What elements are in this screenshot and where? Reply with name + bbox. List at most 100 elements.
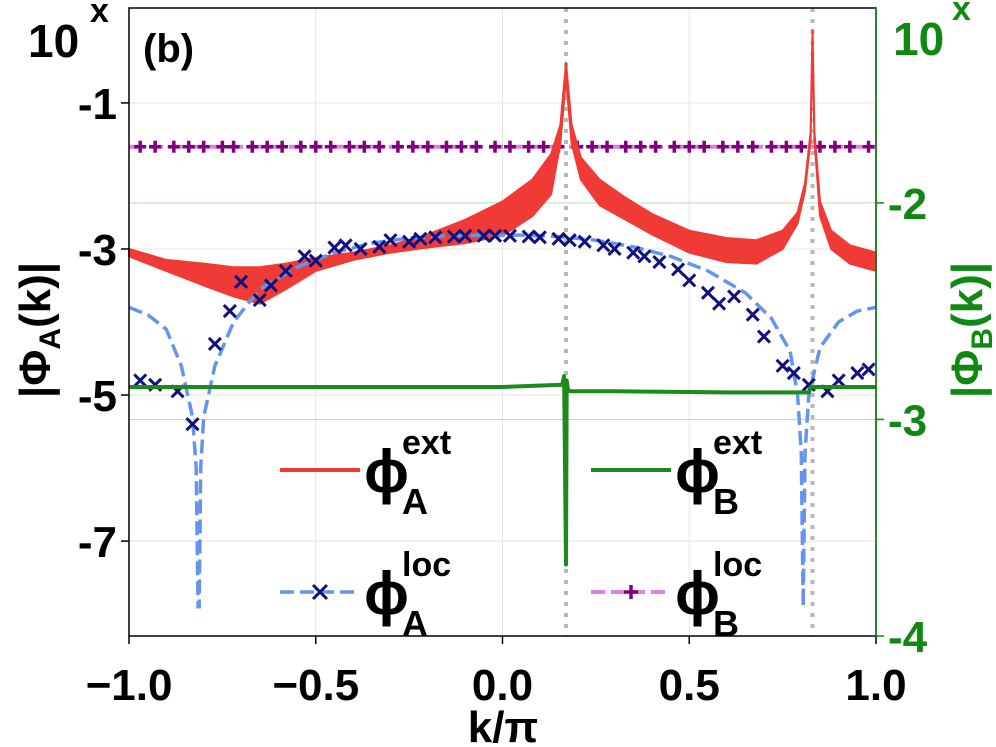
left-tick-label-2: -5 bbox=[78, 372, 117, 421]
legend-symbol-2: ϕ bbox=[364, 560, 409, 627]
phiA-loc-marker-23 bbox=[487, 228, 503, 243]
legend-subscript-0: A bbox=[402, 481, 428, 522]
phiA-loc-marker-20 bbox=[446, 229, 462, 244]
phiB-loc-marker-33 bbox=[668, 140, 681, 153]
phiB-loc-marker-15 bbox=[373, 140, 386, 153]
legend-subscript-2: A bbox=[402, 603, 428, 644]
phiA-loc-marker-15 bbox=[372, 239, 387, 254]
legend-subscript-3: B bbox=[713, 603, 739, 644]
x-tick-label-0: −1.0 bbox=[86, 661, 173, 710]
legend-subscript-1: B bbox=[713, 481, 739, 522]
phiA-loc-marker-5 bbox=[222, 303, 237, 319]
phiB-loc-marker-39 bbox=[765, 140, 778, 153]
phiB-loc-marker-18 bbox=[421, 140, 434, 153]
phiA-loc-marker-37 bbox=[700, 285, 715, 300]
phiA-loc-marker-26 bbox=[532, 230, 547, 245]
y-left-subscript: A bbox=[34, 328, 67, 350]
phiB-loc-marker-37 bbox=[731, 140, 744, 153]
phiB-loc-marker-29 bbox=[601, 140, 614, 153]
phiA-loc-marker-11 bbox=[308, 253, 323, 268]
phiA-loc-marker-43 bbox=[786, 366, 801, 381]
left-tick-label-1: -3 bbox=[78, 226, 117, 275]
phiB-loc-marker-36 bbox=[716, 140, 729, 153]
phiB-loc-marker-3 bbox=[182, 140, 195, 153]
phiA-loc-marker-29 bbox=[577, 234, 592, 249]
phiA-loc-marker-46 bbox=[831, 373, 846, 388]
phiB-loc-marker-1 bbox=[149, 140, 162, 153]
phiB-loc-marker-9 bbox=[276, 140, 289, 153]
phiA-loc-marker-36 bbox=[682, 273, 697, 288]
phiA-loc-marker-17 bbox=[402, 234, 417, 249]
phiA-loc-marker-31 bbox=[607, 241, 622, 257]
phiB-loc-marker-20 bbox=[455, 140, 468, 153]
phiA-loc-marker-30 bbox=[596, 238, 611, 253]
phiA-loc-marker-35 bbox=[670, 262, 686, 277]
phiB-loc-marker-11 bbox=[309, 140, 322, 153]
right-tick-label-1: -3 bbox=[888, 396, 927, 445]
left-tick-label-3: -7 bbox=[78, 518, 117, 567]
phiA-loc-marker-16 bbox=[383, 233, 398, 248]
phiA-loc-marker-32 bbox=[626, 245, 641, 260]
x-axis-label: k/π bbox=[468, 703, 538, 747]
phiA-loc-marker-0 bbox=[133, 373, 148, 388]
phiB-loc-marker-0 bbox=[134, 140, 147, 153]
phiB-loc-marker-4 bbox=[197, 140, 210, 153]
phiB-ext-line bbox=[129, 374, 876, 567]
phiA-loc-marker-13 bbox=[338, 238, 353, 253]
phiB-loc-marker-19 bbox=[440, 140, 453, 153]
phiA-loc-marker-19 bbox=[428, 230, 443, 245]
phiA-loc-marker-22 bbox=[476, 228, 491, 243]
phiA-loc-marker-25 bbox=[521, 229, 536, 244]
phiA-loc-marker-14 bbox=[353, 241, 368, 257]
phiB-loc-marker-32 bbox=[649, 140, 662, 153]
phiA-loc-marker-47 bbox=[850, 366, 865, 381]
phiB-loc-marker-44 bbox=[843, 140, 856, 153]
phiA-loc-marker-3 bbox=[185, 417, 200, 432]
phiB-loc-marker-45 bbox=[862, 140, 875, 153]
y-right-subscript: B bbox=[966, 328, 996, 350]
phiB-loc-marker-5 bbox=[216, 140, 229, 153]
right-exponent-base: 10 bbox=[893, 13, 944, 65]
phiB-loc-marker-25 bbox=[537, 140, 550, 153]
phiA-loc-marker-42 bbox=[775, 358, 790, 373]
y-axis-label-right: |ΦB(k)| bbox=[943, 262, 996, 398]
legend-symbol-3: ϕ bbox=[675, 560, 720, 627]
phiB-loc-marker-38 bbox=[746, 140, 759, 153]
phiB-loc-marker-14 bbox=[358, 140, 371, 153]
phiB-loc-marker-21 bbox=[470, 140, 483, 153]
phiA-loc-marker-34 bbox=[652, 255, 667, 270]
phiB-loc-marker-6 bbox=[227, 140, 240, 153]
right-tick-label-2: -4 bbox=[888, 613, 928, 662]
phiA-loc-marker-18 bbox=[413, 231, 428, 246]
phiA-loc-marker-8 bbox=[263, 278, 278, 293]
phiB-loc-marker-28 bbox=[586, 140, 599, 153]
panel-label: (b) bbox=[143, 27, 194, 71]
phiA-loc-marker-38 bbox=[712, 296, 727, 311]
phiB-loc-marker-31 bbox=[634, 140, 647, 153]
left-exponent-symbol: x bbox=[90, 0, 109, 30]
left-tick-label-0: -1 bbox=[78, 80, 117, 129]
right-tick-label-0: -2 bbox=[888, 180, 927, 229]
plot-area bbox=[128, 28, 877, 609]
x-tick-label-2: 0.0 bbox=[472, 661, 533, 710]
phiA-loc-marker-21 bbox=[458, 228, 473, 243]
legend-superscript-2: loc bbox=[402, 546, 451, 584]
phiB-loc-marker-22 bbox=[489, 140, 502, 153]
phiA-loc-marker-28 bbox=[562, 233, 577, 248]
phiB-loc-marker-34 bbox=[683, 140, 696, 153]
legend-symbol-1: ϕ bbox=[675, 438, 720, 505]
phiA-loc-marker-39 bbox=[727, 289, 742, 304]
phiA-loc-marker-7 bbox=[252, 293, 267, 308]
left-exponent-base: 10 bbox=[28, 15, 79, 67]
legend-symbol-0: ϕ bbox=[364, 438, 409, 505]
legend-superscript-0: ext bbox=[402, 424, 451, 462]
legend-marker-2 bbox=[311, 583, 329, 601]
phiB-loc-marker-30 bbox=[619, 140, 632, 153]
phiA-loc-marker-10 bbox=[297, 249, 312, 264]
phiB-loc-marker-43 bbox=[828, 140, 841, 153]
right-exponent-symbol: x bbox=[952, 0, 971, 28]
phiA-loc-marker-24 bbox=[502, 228, 518, 243]
phiB-loc-marker-12 bbox=[324, 140, 337, 153]
